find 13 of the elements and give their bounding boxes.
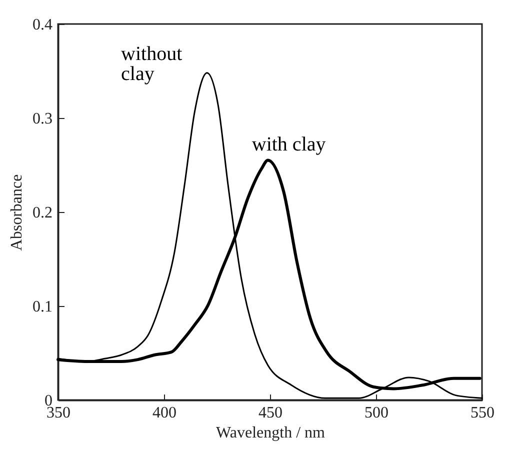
- y-tick-label: 0.3: [32, 110, 52, 128]
- y-tick-label: 0.4: [32, 16, 52, 34]
- x-tick-label: 400: [152, 404, 176, 422]
- x-tick-label: 450: [258, 404, 282, 422]
- y-tick-label: 0.2: [32, 204, 52, 222]
- x-tick-label: 550: [470, 404, 494, 422]
- series-label: with clay: [252, 133, 326, 156]
- x-tick-label: 350: [46, 404, 70, 422]
- series-label: without clay: [121, 42, 183, 85]
- y-axis-title: Absorbance: [8, 174, 26, 251]
- x-tick-label: 500: [364, 404, 388, 422]
- x-axis-title: Wavelength / nm: [216, 424, 326, 442]
- y-tick-label: 0.1: [32, 298, 52, 316]
